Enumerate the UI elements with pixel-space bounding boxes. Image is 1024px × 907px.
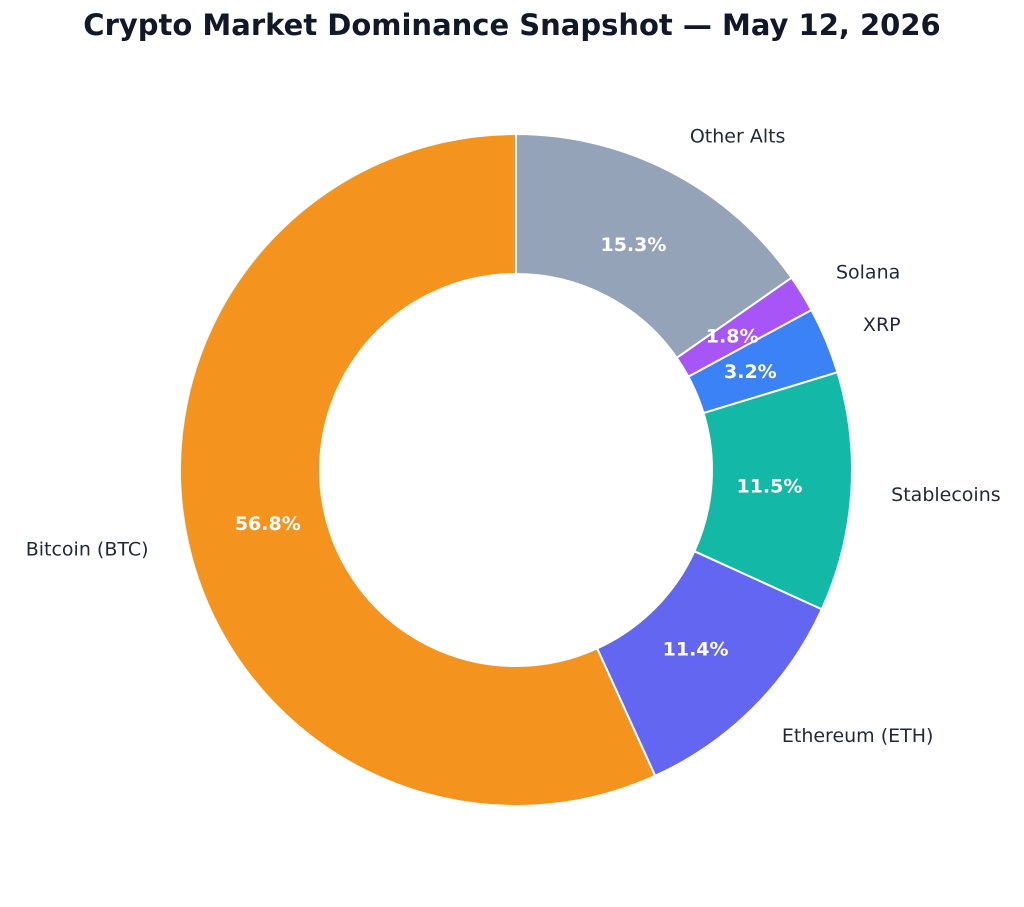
percent-label-other-alts: 15.3% (600, 234, 666, 256)
category-label-ethereum-eth: Ethereum (ETH) (782, 725, 934, 747)
percent-label-solana: 1.8% (706, 326, 759, 348)
percent-label-bitcoin-btc: 56.8% (235, 513, 301, 535)
category-label-solana: Solana (836, 262, 900, 284)
percent-label-ethereum-eth: 11.4% (663, 639, 729, 661)
category-labels-group: Bitcoin (BTC) Ethereum (ETH) Stablecoins XR… (26, 126, 1001, 747)
percent-labels-group: 56.8% 11.4% 11.5% 3.2% 1.8% 15.3% (235, 234, 803, 661)
percent-label-stablecoins: 11.5% (736, 476, 802, 498)
chart-title: Crypto Market Dominance Snapshot — May 1… (83, 8, 941, 42)
category-label-bitcoin-btc: Bitcoin (BTC) (26, 539, 149, 561)
donut-hole-mask (320, 274, 712, 666)
category-label-other-alts: Other Alts (690, 126, 786, 148)
percent-label-xrp: 3.2% (724, 361, 777, 383)
category-label-stablecoins: Stablecoins (891, 484, 1000, 506)
category-label-xrp: XRP (863, 314, 901, 336)
